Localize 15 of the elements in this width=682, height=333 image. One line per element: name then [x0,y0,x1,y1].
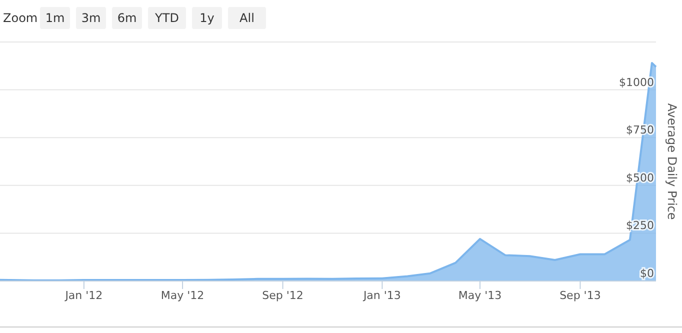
y-axis-title: Average Daily Price [665,103,679,220]
text: 6m [117,11,137,25]
x-tick-label: Jan '13 [362,289,401,302]
x-tick-label: May '13 [458,289,502,302]
text: 1y [200,11,214,25]
text: Zoom [3,11,38,25]
x-tick-label: Sep '12 [262,289,304,302]
text: All [240,11,254,25]
y-tick-label: $0 [640,267,654,280]
text: YTD [154,11,179,25]
text: 1m [45,11,65,25]
x-tick-label: May '12 [160,289,204,302]
text: 3m [81,11,101,25]
x-tick-label: Sep '13 [560,289,601,302]
x-tick-label: Jan '12 [64,289,103,302]
